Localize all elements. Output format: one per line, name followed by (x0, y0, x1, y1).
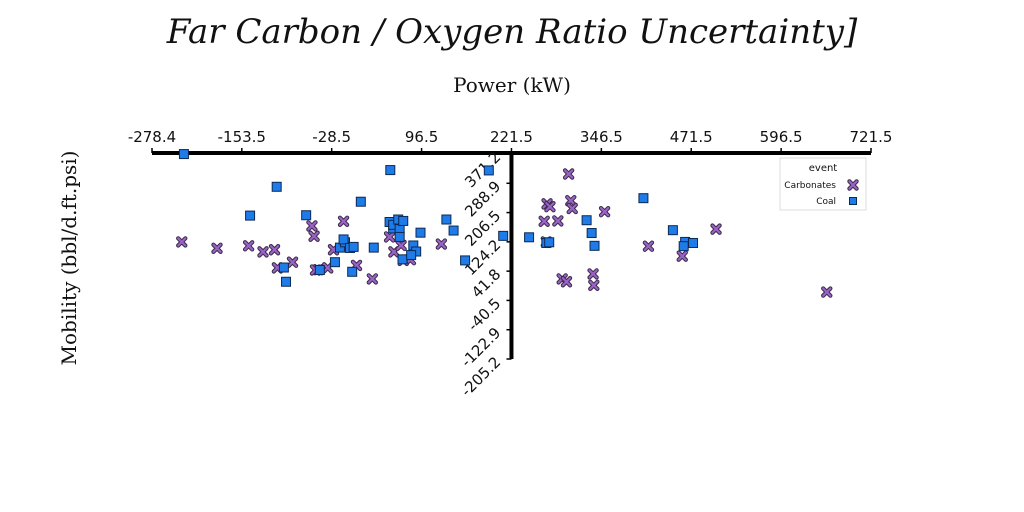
data-point-coal (483, 165, 494, 176)
data-point-coal (498, 230, 509, 241)
data-point-coal (347, 266, 358, 277)
data-point-carbonates (642, 240, 655, 252)
y-axis-label: Mobility (bbl/d.ft.psi) (57, 151, 81, 366)
data-point-carbonates (268, 244, 281, 256)
x-tick-label: 721.5 (850, 128, 893, 146)
data-point-carbonates (337, 215, 350, 227)
data-point-coal (278, 262, 289, 273)
data-point-coal (688, 237, 699, 248)
data-point-carbonates (435, 238, 448, 250)
data-point-carbonates (306, 220, 318, 232)
data-point-coal (385, 165, 396, 176)
data-point-coal (415, 227, 426, 238)
data-point-coal (178, 149, 189, 160)
data-point-coal (368, 242, 379, 253)
data-point-carbonates (588, 279, 600, 292)
data-point-coal (245, 210, 256, 221)
data-point-coal (301, 210, 312, 221)
data-point-carbonates (560, 276, 573, 288)
y-tick-label: -40.5 (464, 295, 504, 335)
data-point-coal (460, 255, 471, 266)
legend-title: event (809, 163, 838, 174)
x-tick-label: 471.5 (670, 128, 713, 146)
legend-label-coal: Coal (816, 197, 836, 207)
data-point-carbonates (242, 240, 255, 252)
data-point-carbonates (395, 239, 407, 252)
x-tick-label: 221.5 (490, 128, 533, 146)
x-tick-label: -28.5 (312, 128, 351, 146)
legend-marker-coal (849, 197, 857, 205)
data-point-coal (524, 232, 535, 243)
y-axis: -205.2-122.9-40.541.8124.2206.5288.9371.… (457, 148, 514, 400)
data-point-coal (678, 241, 689, 252)
data-point-coal (448, 225, 459, 236)
data-point-carbonates (286, 256, 299, 268)
data-points (176, 149, 833, 298)
data-point-carbonates (308, 230, 320, 242)
data-point-carbonates (366, 273, 379, 285)
data-point-coal (397, 254, 408, 265)
data-point-carbonates (544, 201, 556, 213)
data-point-carbonates (710, 223, 722, 235)
data-point-carbonates (257, 246, 269, 258)
x-axis-label: Power (kW) (453, 73, 571, 97)
legend: event Carbonates Coal (779, 157, 867, 211)
chart-title: Far Carbon / Oxygen Ratio Uncertainty] (166, 12, 858, 52)
data-point-carbonates (538, 215, 550, 227)
data-point-coal (406, 250, 417, 261)
data-point-carbonates (598, 205, 611, 218)
data-point-carbonates (552, 215, 564, 227)
data-point-carbonates (211, 242, 223, 255)
legend-label-carbonates: Carbonates (784, 181, 836, 191)
data-point-carbonates (566, 202, 578, 215)
x-tick-label: 596.5 (760, 128, 803, 146)
data-point-coal (348, 241, 359, 252)
data-point-carbonates (176, 236, 188, 248)
x-tick-label: 96.5 (405, 128, 438, 146)
data-point-carbonates (676, 250, 688, 262)
data-point-coal (314, 265, 325, 276)
data-point-coal (338, 234, 349, 245)
data-point-coal (329, 257, 340, 268)
x-tick-label: 346.5 (580, 128, 623, 146)
data-point-coal (355, 196, 366, 207)
data-point-coal (281, 276, 292, 287)
data-point-coal (441, 214, 452, 225)
x-tick-label: -153.5 (218, 128, 266, 146)
data-point-carbonates (587, 268, 599, 280)
data-point-coal (581, 215, 592, 226)
data-point-coal (398, 215, 409, 226)
data-point-coal (667, 225, 678, 236)
data-point-coal (589, 240, 600, 251)
data-point-coal (271, 181, 282, 192)
legend-marker-carbonates (847, 179, 859, 191)
data-point-carbonates (383, 231, 396, 243)
data-point-coal (586, 228, 597, 239)
x-axis: -278.4 -153.5 -28.5 96.5 221.5 346.5 471.5 596.… (128, 128, 893, 155)
data-point-coal (638, 193, 649, 204)
data-point-carbonates (821, 286, 833, 298)
data-point-coal (394, 231, 405, 242)
x-tick-label: -278.4 (128, 128, 176, 146)
data-point-coal (544, 237, 555, 248)
data-point-carbonates (562, 168, 575, 180)
